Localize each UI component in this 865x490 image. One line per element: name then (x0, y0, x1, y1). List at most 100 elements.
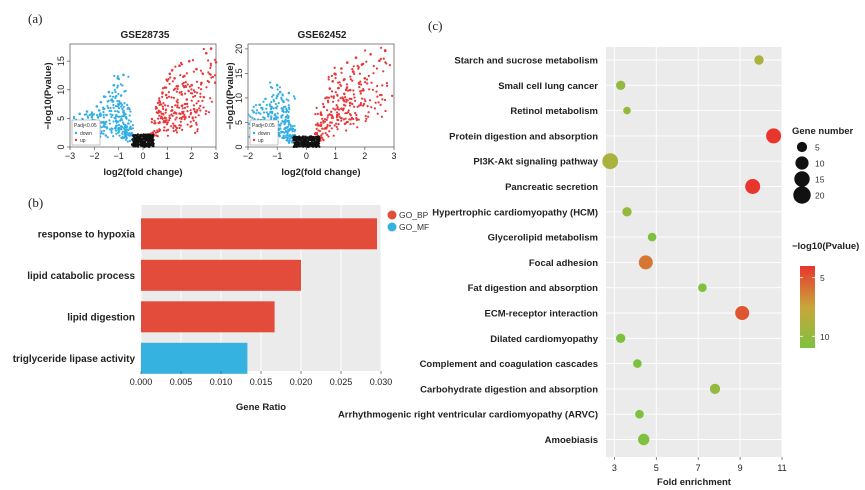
volcano1-density-down (120, 125, 124, 129)
volcano1-density-up (207, 80, 211, 84)
volcano1-density-up (162, 121, 165, 124)
volcano2-density-down (278, 123, 281, 126)
volcano1-density-down (121, 121, 124, 124)
volcano2-density-up (338, 115, 341, 118)
volcano2-density-ns (308, 135, 311, 138)
volcano2-point-down-0 (252, 110, 256, 114)
volcano1-density-up (174, 118, 177, 121)
volcano2-density-up (332, 96, 335, 100)
volcano2-density-up (318, 124, 321, 127)
volcano1-density-up (181, 128, 184, 131)
volcano1-xtick-label: 3 (213, 151, 218, 161)
volcano1-density-up (196, 130, 199, 133)
bar-xtick-label: 0.030 (370, 377, 393, 387)
volcano2-xtick-label: −1 (272, 151, 282, 161)
volcano2-density-ns (317, 141, 320, 144)
volcano2-density-down (277, 93, 280, 96)
volcano1-density-up (175, 85, 178, 88)
volcano2-density-up (325, 118, 328, 121)
dot-point-Pancreatic-secretion (745, 179, 761, 194)
volcano1-density-down (117, 92, 120, 95)
volcano1-density-up (194, 94, 197, 97)
size-legend-label: 15 (815, 175, 825, 185)
volcano2-density-up (349, 123, 352, 126)
volcano1-density-up (208, 72, 211, 76)
volcano2-density-down (255, 109, 259, 112)
color-legend-label: 5 (820, 273, 825, 283)
volcano2-density-up (336, 106, 339, 109)
volcano1-density-down (96, 114, 99, 117)
volcano2-xtick-label: 0 (304, 151, 309, 161)
volcano2-density-up (324, 118, 327, 121)
volcano2-density-up (359, 90, 362, 93)
volcano1-density-up (153, 122, 156, 125)
volcano2-legend-up: up (258, 138, 264, 144)
volcano2-density-up (366, 105, 369, 108)
volcano1-density-up (164, 111, 167, 114)
volcano2-density-down (275, 115, 278, 118)
volcano1-point-up-21 (214, 61, 218, 64)
volcano2-density-down (276, 112, 279, 115)
volcano1-xtick-label: 0 (140, 151, 145, 161)
volcano1-density-up (164, 104, 167, 107)
volcano1-density-up (183, 102, 186, 106)
volcano1-density-up (199, 104, 202, 107)
volcano2-density-down (281, 114, 284, 117)
volcano2-density-down (286, 136, 289, 139)
dot-pathway-label: Retinol metabolism (510, 106, 598, 117)
size-legend-dot (794, 171, 810, 187)
volcano1-density-up (207, 59, 210, 62)
volcano2-density-down (262, 111, 266, 114)
volcano2-density-up (356, 105, 359, 108)
volcano2-density-up (336, 111, 339, 114)
volcano1-density-down (107, 106, 110, 110)
volcano2-density-down (289, 135, 292, 138)
volcano2-density-up (350, 97, 353, 101)
volcano2-density-up (336, 118, 339, 121)
volcano2-density-up (371, 88, 374, 91)
volcano2-density-up (352, 118, 355, 121)
volcano1-density-down (114, 110, 117, 113)
volcano1-density-up (184, 84, 187, 87)
volcano1-density-down (110, 115, 113, 119)
volcano1-density-up (192, 119, 195, 122)
volcano2-density-down (282, 135, 285, 138)
volcano1-density-ns (142, 138, 145, 141)
volcano2-density-up (328, 124, 331, 127)
volcano1-density-up (195, 121, 198, 124)
dot-pathway-label: Fat digestion and absorption (468, 283, 599, 294)
volcano1-density-down (126, 103, 129, 106)
volcano2-density-down (292, 95, 296, 98)
volcano2-density-down (278, 86, 281, 89)
volcano1-density-down (124, 130, 127, 133)
volcano2-density-up (360, 83, 363, 86)
volcano2-density-up (364, 81, 367, 84)
volcano2-density-ns (302, 135, 305, 138)
volcano2-density-up (348, 118, 351, 121)
volcano2-density-up (335, 104, 338, 107)
go-bar-chart: response to hypoxia lipid catabolic proce… (13, 205, 429, 413)
volcano2-density-up (358, 82, 361, 85)
volcano2-density-down (251, 109, 254, 112)
volcano1-density-up (191, 59, 194, 62)
volcano1-point-down-17 (105, 113, 108, 117)
volcano1-density-down (104, 134, 107, 137)
volcano1-density-up (195, 123, 198, 126)
volcano1-density-up (192, 95, 195, 98)
volcano1-density-up (182, 110, 185, 113)
volcano1-ytick-label: 10 (56, 85, 66, 95)
volcano1-density-up (194, 116, 197, 119)
volcano2-density-up (352, 89, 355, 92)
volcano1-density-down (108, 119, 111, 122)
volcano-plot-gse28735: GSE28735 log2(fold change) −log10(Pvalue… (43, 30, 219, 178)
volcano1-density-up (199, 109, 202, 112)
volcano1-density-down (72, 115, 76, 118)
dot-pathway-label: Arrhythmogenic right ventricular cardiom… (338, 410, 598, 421)
volcano2-density-down (284, 136, 287, 139)
volcano1-density-up (207, 71, 210, 74)
volcano2-ylabel: −log10(Pvalue) (225, 62, 236, 129)
volcano1-density-ns (151, 138, 154, 142)
volcano1-density-up (192, 104, 195, 107)
volcano1-density-up (188, 85, 191, 88)
volcano2-density-up (327, 96, 330, 99)
